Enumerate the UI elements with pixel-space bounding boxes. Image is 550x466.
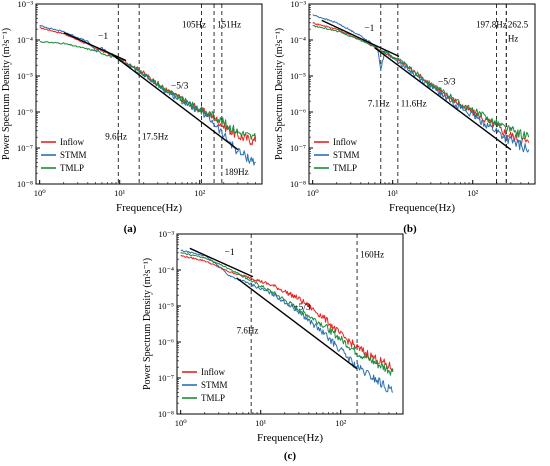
slope-reference-line [321,19,400,58]
slope-label: −5/3 [438,78,456,88]
y-tick-label: 10⁻⁸ [290,179,306,189]
series-line-stmm [39,25,256,166]
y-tick-label: 10⁻⁴ [17,35,33,45]
y-tick-label: 10⁻⁸ [17,179,33,189]
x-tick-label: 10⁰ [307,188,320,198]
y-tick-label: 10⁻⁵ [290,71,306,81]
frequency-marker-label: 7.6Hz [237,326,259,336]
legend-entry: STMM [201,380,228,390]
legend-entry: Inflow [201,367,225,377]
legend-entry: TMLP [333,163,357,173]
y-axis-label: Power Spectrum Density (m²s⁻¹) [142,258,153,390]
slope-label: −1 [225,248,235,258]
frequency-marker-label: 11.6Hz [401,99,427,109]
y-axis-label: Power Spectrum Density (m²s⁻¹) [1,28,12,160]
series-line-stmm [312,14,530,153]
legend-entry: TMLP [60,163,84,173]
frequency-marker-label: 7.1Hz [368,99,390,109]
plot-frame [308,3,536,185]
slope-label: −5/3 [293,303,311,313]
frequency-marker-label: 262.5 [508,20,529,30]
x-axis-label: Frequence(Hz) [116,202,182,214]
slope-label: −1 [364,24,374,34]
y-tick-label: 10⁻⁶ [158,337,174,347]
series-line-inflow [180,255,394,372]
x-tick-label: 10² [335,418,347,428]
y-tick-label: 10⁻⁶ [290,107,306,117]
y-axis-label: Power Spectrum Density (m²s⁻¹) [274,28,285,160]
panel-label: (c) [284,450,297,462]
legend: Inflow STMM TMLP [182,367,228,403]
y-tick-label: 10⁻⁵ [17,71,33,81]
y-tick-label: 10⁻⁴ [290,35,306,45]
legend-entry: STMM [60,150,87,160]
y-tick-label: 10⁻⁴ [158,265,174,275]
y-tick-label: 10⁻⁸ [158,409,174,419]
plot-frame [35,3,263,185]
y-tick-label: 10⁻⁷ [158,373,174,383]
slope-reference-line [111,53,239,151]
slope-reference-line [374,47,512,151]
legend-entry: TMLP [201,393,225,403]
x-tick-label: 10¹ [255,418,267,428]
legend-entry: STMM [333,150,360,160]
series-line-tmlp [312,24,530,141]
y-tick-label: 10⁻⁶ [17,107,33,117]
x-tick-label: 10² [194,188,206,198]
series-line-inflow [39,26,257,146]
x-tick-label: 10¹ [387,188,399,198]
y-tick-label: 10⁻³ [290,0,306,9]
legend: Inflow STMM TMLP [314,137,360,173]
y-tick-label: 10⁻⁵ [158,301,174,311]
y-tick-label: 10⁻³ [17,0,33,9]
frequency-marker-label: Hz [508,34,519,44]
slope-label: −5/3 [171,81,189,91]
panel-b: 10⁻⁸ 10⁻⁷ 10⁻⁶ 10⁻⁵ 10⁻⁴ 10⁻³ 10⁰ 10¹ 10² Frequen… [274,0,536,235]
series-line-tmlp [180,251,394,376]
panel-label: (a) [124,223,137,235]
slope-reference-line [236,277,358,370]
series-line-tmlp [39,41,257,140]
frequency-marker-label: 160Hz [360,250,384,260]
x-tick-label: 10² [467,188,479,198]
slope-label: −1 [98,32,108,42]
legend-entry: Inflow [60,137,84,147]
x-tick-label: 10⁰ [34,188,47,198]
frequency-marker-label: 17.5Hz [142,132,168,142]
x-axis-label: Frequence(Hz) [257,432,323,444]
frequency-marker-label: 151Hz [217,20,241,30]
frequency-marker-label: 189Hz [225,167,249,177]
y-tick-label: 10⁻³ [158,229,174,239]
panel-label: (b) [403,223,417,235]
x-tick-label: 10⁰ [175,418,188,428]
panel-a: 10⁻⁸ 10⁻⁷ 10⁻⁶ 10⁻⁵ 10⁻⁴ 10⁻³ 10⁰ 10¹ 10² Frequen… [1,0,263,235]
x-axis-label: Frequence(Hz) [389,202,455,214]
frequency-marker-label: 105Hz [182,20,206,30]
legend-entry: Inflow [333,137,357,147]
plot-frame [176,233,404,415]
panel-c: 10⁻⁸ 10⁻⁷ 10⁻⁶ 10⁻⁵ 10⁻⁴ 10⁻³ 10⁰ 10¹ 10² Frequen… [142,229,404,462]
x-tick-label: 10¹ [114,188,126,198]
series-line-inflow [312,22,530,145]
y-tick-label: 10⁻⁷ [290,143,306,153]
legend: Inflow STMM TMLP [41,137,87,173]
slope-reference-line [189,247,254,278]
frequency-marker-label: 9.6Hz [105,132,127,142]
frequency-marker-label: 197.8Hz [476,20,507,30]
slope-reference-line [63,32,127,62]
y-tick-label: 10⁻⁷ [17,143,33,153]
